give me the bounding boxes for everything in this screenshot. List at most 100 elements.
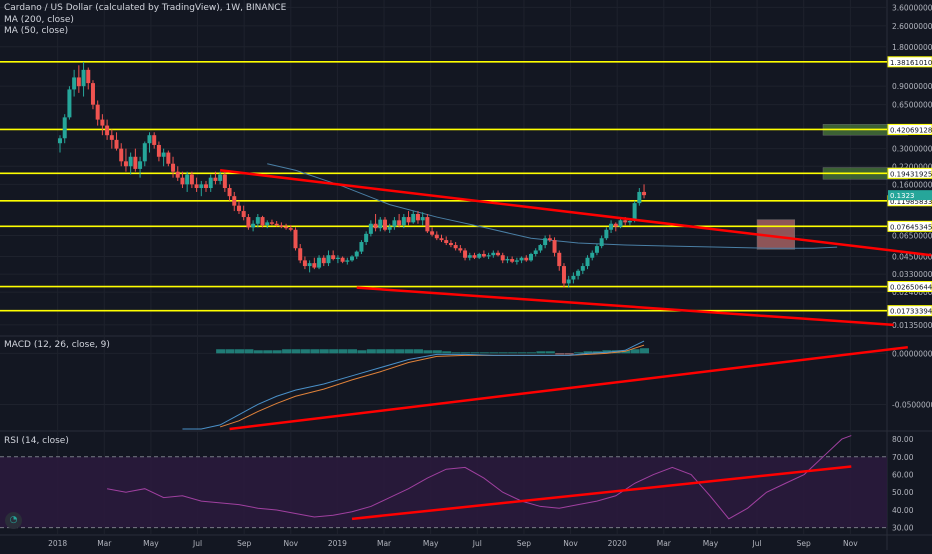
macd-histogram-bar — [574, 352, 584, 354]
macd-histogram-bar — [461, 352, 471, 354]
y-tick-label: 0.3000000 — [892, 145, 932, 154]
candle-body — [298, 248, 303, 261]
rsi-y-tick-label: 70.00 — [892, 453, 914, 462]
macd-trend-line — [229, 345, 908, 431]
macd-histogram-bar — [583, 351, 593, 354]
macd-histogram-bar — [630, 349, 640, 354]
rsi-y-tick-label: 40.00 — [892, 506, 914, 515]
candle-body — [604, 229, 609, 239]
y-tick-label: 0.9000000 — [892, 82, 932, 91]
candle-body — [72, 77, 77, 90]
candle-body — [543, 238, 548, 246]
candle-body — [251, 223, 256, 228]
x-tick-label: Nov — [843, 539, 858, 548]
x-tick-label: Jul — [752, 539, 762, 548]
candle-body — [359, 242, 364, 252]
candle-body — [533, 250, 538, 254]
candle-body — [147, 135, 152, 144]
ma50-legend: MA (50, close) — [4, 26, 69, 36]
candle-body — [576, 270, 581, 276]
candle-body — [307, 263, 312, 267]
macd-histogram-bar — [216, 349, 226, 354]
candle-body — [335, 257, 340, 260]
last-price-label: 0.1323 — [890, 192, 915, 200]
level-price-tag — [887, 167, 932, 179]
candle-body — [477, 253, 482, 258]
candle-body — [138, 161, 143, 169]
candle-body — [415, 213, 420, 221]
level-price-label: 1.38161010 — [890, 59, 932, 67]
last-price-tag — [888, 190, 932, 201]
candle-body — [623, 220, 628, 223]
x-tick-label: 2019 — [328, 539, 347, 548]
macd-histogram-bar — [470, 352, 480, 354]
x-tick-label: Mar — [377, 539, 392, 548]
macd-legend: MACD (12, 26, close, 9) — [4, 340, 110, 350]
level-price-tag — [887, 220, 932, 232]
candle-body — [213, 177, 218, 181]
candle-body — [420, 217, 425, 221]
macd-histogram-bar — [479, 352, 489, 354]
candle-body — [175, 171, 180, 178]
macd-histogram-bar — [423, 350, 433, 354]
level-price-label: 0.19431925 — [890, 170, 932, 178]
y-tick-label: 1.8000000 — [892, 43, 932, 52]
candle-body — [260, 217, 265, 226]
macd-histogram-bar — [282, 349, 292, 354]
macd-histogram-bar — [291, 349, 301, 354]
candle-body — [81, 69, 86, 87]
y-tick-label: 2.6000000 — [892, 22, 932, 31]
candle-body — [95, 104, 100, 120]
y-tick-label: 0.0135000 — [892, 321, 932, 330]
candle-body — [227, 188, 232, 197]
rsi-line — [107, 435, 852, 520]
candle-body — [128, 156, 133, 167]
macd-histogram-bar — [508, 352, 518, 354]
candle-body — [133, 156, 138, 169]
candle-body — [444, 240, 449, 244]
candle-body — [194, 184, 199, 189]
candle-body — [401, 217, 406, 226]
tradingview-logo-icon[interactable]: ◔ — [5, 512, 22, 529]
macd-histogram-bar — [385, 349, 395, 354]
candle-body — [189, 174, 194, 185]
candle-body — [571, 275, 576, 280]
macd-histogram-bar — [442, 351, 452, 354]
candle-body — [340, 257, 345, 262]
candle-body — [152, 135, 157, 145]
trend-line — [219, 169, 932, 257]
candle-body — [557, 252, 562, 267]
candle-body — [317, 257, 322, 268]
candle-body — [293, 229, 298, 249]
candle-body — [382, 219, 387, 230]
candle-body — [100, 119, 105, 126]
y-tick-label: 0.6500000 — [892, 101, 932, 110]
x-tick-label: Mar — [657, 539, 672, 548]
candle-body — [350, 256, 355, 261]
candle-body — [510, 259, 515, 262]
candle-body — [142, 143, 147, 162]
candle-body — [58, 138, 62, 144]
rsi-y-tick-label: 50.00 — [892, 488, 914, 497]
macd-histogram-bar — [348, 349, 358, 354]
candle-body — [265, 222, 270, 226]
y-tick-label: 0.0330000 — [892, 270, 932, 279]
candle-body — [500, 255, 505, 261]
candle-body — [580, 266, 585, 271]
rsi-trend-line — [351, 465, 852, 521]
candle-body — [632, 203, 637, 221]
macd-histogram-bar — [376, 349, 386, 354]
candle-body — [505, 259, 510, 261]
candle-body — [514, 260, 519, 262]
candle-body — [524, 257, 529, 261]
candle-body — [519, 257, 524, 261]
candle-body — [114, 139, 119, 149]
macd-line — [182, 340, 645, 430]
candle-body — [529, 253, 533, 261]
x-tick-label: 2020 — [608, 539, 627, 548]
y-tick-label: 0.2200000 — [892, 162, 932, 171]
candle-body — [345, 260, 350, 262]
candle-body — [613, 223, 618, 227]
candle-body — [486, 255, 491, 257]
macd-histogram-bar — [338, 349, 348, 354]
